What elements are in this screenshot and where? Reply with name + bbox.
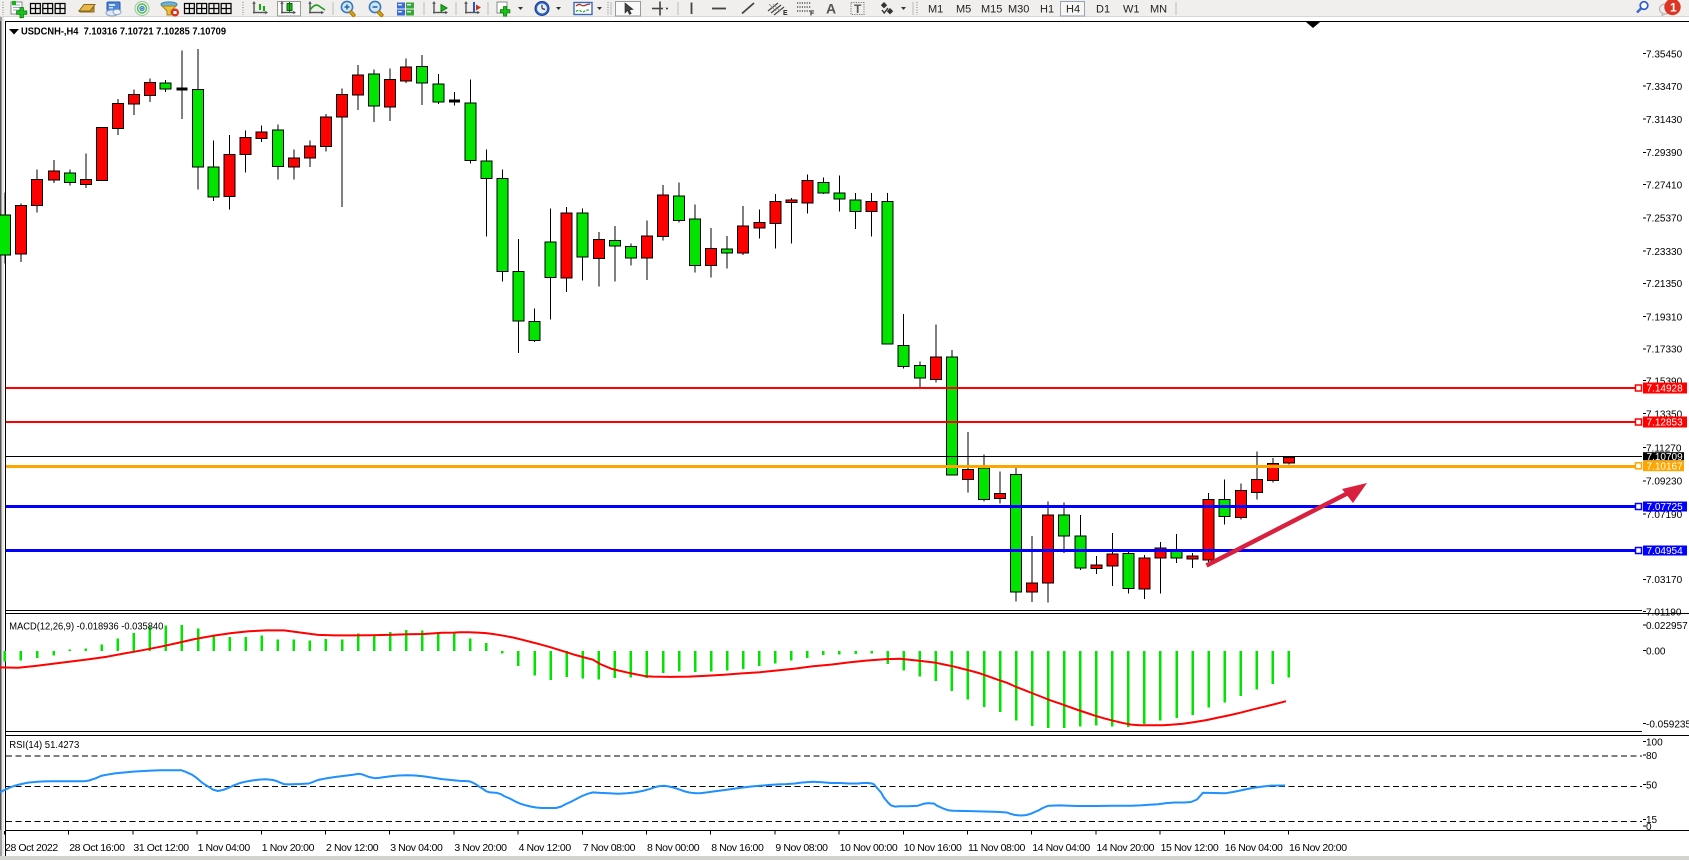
svg-text:7.12853: 7.12853 bbox=[1647, 418, 1684, 429]
svg-text:7.13350: 7.13350 bbox=[1646, 410, 1683, 421]
svg-text:4 Nov 12:00: 4 Nov 12:00 bbox=[519, 842, 572, 854]
svg-text:14 Nov 04:00: 14 Nov 04:00 bbox=[1032, 842, 1090, 854]
svg-text:7.21350: 7.21350 bbox=[1646, 279, 1683, 290]
svg-text:8 Nov 16:00: 8 Nov 16:00 bbox=[711, 842, 764, 854]
svg-text:MACD(12,26,9) -0.018936 -0.035: MACD(12,26,9) -0.018936 -0.035840 bbox=[9, 622, 163, 633]
svg-text:MN: MN bbox=[1150, 4, 1167, 16]
svg-text:7.04954: 7.04954 bbox=[1647, 546, 1684, 557]
svg-text:31 Oct 12:00: 31 Oct 12:00 bbox=[133, 842, 189, 854]
svg-text:-0.059235: -0.059235 bbox=[1646, 719, 1689, 730]
svg-text:7.09230: 7.09230 bbox=[1646, 477, 1683, 488]
svg-text:0: 0 bbox=[1646, 822, 1652, 833]
svg-text:3 Nov 04:00: 3 Nov 04:00 bbox=[390, 842, 443, 854]
svg-text:7.29390: 7.29390 bbox=[1646, 148, 1683, 159]
svg-text:RSI(14) 51.4273: RSI(14) 51.4273 bbox=[9, 740, 79, 751]
svg-text:W1: W1 bbox=[1123, 4, 1140, 16]
svg-text:0.022957: 0.022957 bbox=[1646, 621, 1688, 632]
svg-text:USDCNH-,H4 7.10316 7.10721 7.: USDCNH-,H4 7.10316 7.10721 7.10285 7.107… bbox=[21, 27, 226, 38]
svg-text:7.14928: 7.14928 bbox=[1647, 384, 1684, 395]
svg-text:M1: M1 bbox=[928, 4, 943, 16]
svg-text:28 Oct 2022: 28 Oct 2022 bbox=[5, 842, 58, 854]
svg-text:T: T bbox=[854, 2, 862, 16]
svg-text:8 Nov 00:00: 8 Nov 00:00 bbox=[647, 842, 700, 854]
svg-text:7.01190: 7.01190 bbox=[1646, 608, 1682, 619]
svg-text:50: 50 bbox=[1646, 781, 1658, 792]
svg-text:7.19310: 7.19310 bbox=[1646, 312, 1683, 323]
svg-text:E: E bbox=[783, 10, 788, 17]
svg-text:1: 1 bbox=[1670, 1, 1677, 15]
svg-text:H4: H4 bbox=[1066, 4, 1080, 16]
svg-text:7.17330: 7.17330 bbox=[1646, 345, 1683, 356]
svg-text:7.07725: 7.07725 bbox=[1647, 502, 1684, 513]
svg-text:3 Nov 20:00: 3 Nov 20:00 bbox=[454, 842, 507, 854]
svg-text:28 Oct 16:00: 28 Oct 16:00 bbox=[69, 842, 125, 854]
svg-text:7.11270: 7.11270 bbox=[1646, 443, 1682, 454]
svg-text:M15: M15 bbox=[981, 4, 1002, 16]
svg-text:M30: M30 bbox=[1008, 4, 1029, 16]
svg-text:9 Nov 08:00: 9 Nov 08:00 bbox=[775, 842, 828, 854]
svg-text:10 Nov 00:00: 10 Nov 00:00 bbox=[840, 842, 898, 854]
svg-text:F: F bbox=[810, 11, 815, 18]
svg-text:7.15390: 7.15390 bbox=[1646, 376, 1683, 387]
svg-text:7.07190: 7.07190 bbox=[1646, 510, 1683, 521]
svg-text:7.23330: 7.23330 bbox=[1646, 247, 1683, 258]
svg-text:7.33470: 7.33470 bbox=[1646, 82, 1683, 93]
svg-text:1 Nov 20:00: 1 Nov 20:00 bbox=[262, 842, 315, 854]
svg-text:15 Nov 12:00: 15 Nov 12:00 bbox=[1161, 842, 1219, 854]
svg-text:7.27410: 7.27410 bbox=[1646, 181, 1683, 192]
svg-text:100: 100 bbox=[1646, 737, 1663, 748]
svg-text:1 Nov 04:00: 1 Nov 04:00 bbox=[198, 842, 251, 854]
svg-text:A: A bbox=[826, 1, 836, 17]
svg-text:M5: M5 bbox=[956, 4, 971, 16]
svg-text:15: 15 bbox=[1646, 815, 1658, 826]
svg-text:H1: H1 bbox=[1040, 4, 1054, 16]
svg-text:7.03170: 7.03170 bbox=[1646, 575, 1683, 586]
svg-text:11 Nov 08:00: 11 Nov 08:00 bbox=[968, 842, 1025, 854]
svg-text:D1: D1 bbox=[1096, 4, 1110, 16]
svg-text:7.31430: 7.31430 bbox=[1646, 115, 1683, 126]
svg-text:14 Nov 20:00: 14 Nov 20:00 bbox=[1096, 842, 1154, 854]
svg-text:16 Nov 04:00: 16 Nov 04:00 bbox=[1225, 842, 1283, 854]
svg-text:10 Nov 16:00: 10 Nov 16:00 bbox=[904, 842, 962, 854]
svg-text:0.00: 0.00 bbox=[1646, 646, 1666, 657]
svg-text:7.25370: 7.25370 bbox=[1646, 214, 1683, 225]
svg-text:7.35450: 7.35450 bbox=[1646, 50, 1683, 61]
svg-text:7 Nov 08:00: 7 Nov 08:00 bbox=[583, 842, 636, 854]
svg-text:80: 80 bbox=[1646, 751, 1658, 762]
svg-text:2 Nov 12:00: 2 Nov 12:00 bbox=[326, 842, 379, 854]
svg-text:16 Nov 20:00: 16 Nov 20:00 bbox=[1289, 842, 1347, 854]
svg-text:7.10167: 7.10167 bbox=[1647, 461, 1684, 472]
svg-text:7.10709: 7.10709 bbox=[1647, 452, 1684, 463]
